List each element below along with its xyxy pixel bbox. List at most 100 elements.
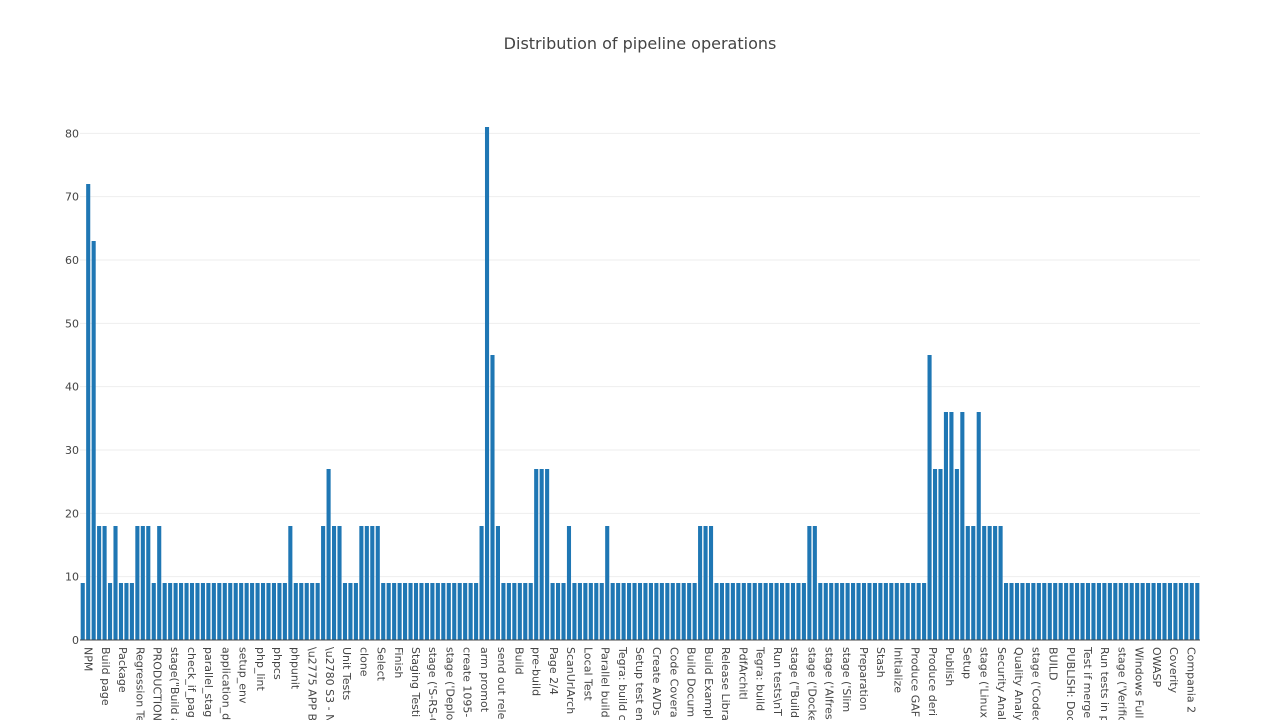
bar — [1167, 583, 1172, 640]
bar — [162, 583, 167, 640]
bar — [883, 583, 888, 640]
bar — [572, 583, 577, 640]
bar — [851, 583, 856, 640]
x-tick-label: Compania 2 — [1184, 647, 1197, 713]
bar — [708, 526, 714, 640]
bar — [1025, 583, 1030, 640]
x-tick-label: application_d — [220, 647, 233, 720]
bar — [954, 469, 959, 640]
x-tick-label: stage ('Verific — [1116, 647, 1129, 720]
bar — [763, 583, 768, 640]
bar — [108, 583, 113, 640]
bar — [861, 583, 867, 640]
bar — [807, 526, 812, 640]
bar — [140, 526, 145, 640]
y-tick-label: 0 — [72, 634, 79, 647]
bar — [1178, 583, 1183, 640]
bar — [359, 526, 364, 640]
x-tick-label: Initialize — [892, 647, 905, 693]
bar — [484, 127, 490, 640]
x-axis-tick-labels: NPM Build page Package Regression Te PRODUCT… — [82, 646, 1198, 720]
bar — [239, 583, 244, 640]
bar — [687, 583, 692, 640]
x-tick-label: Build page — [99, 647, 112, 706]
bar — [370, 526, 375, 640]
bar — [681, 583, 686, 640]
bar — [413, 583, 419, 640]
bar — [676, 583, 681, 640]
bar — [840, 583, 845, 640]
y-tick-label: 50 — [65, 317, 79, 330]
x-tick-label: Stash — [874, 647, 887, 678]
bar — [1124, 583, 1129, 640]
x-tick-label: Run tests in p — [1098, 647, 1111, 720]
x-tick-label: pre-build — [530, 647, 543, 696]
bar — [135, 526, 140, 640]
bar — [965, 526, 970, 640]
bar — [228, 583, 233, 640]
bar — [610, 583, 615, 640]
x-tick-label: Setup test en — [633, 647, 646, 720]
bar — [271, 583, 276, 640]
bar — [528, 583, 533, 640]
x-tick-label: OWASP — [1150, 647, 1163, 687]
bar — [976, 412, 981, 640]
x-tick-label: Build Exampl — [702, 647, 715, 719]
x-tick-label: stage ('S-RS-C — [426, 647, 439, 720]
bar — [233, 583, 238, 640]
bar — [654, 583, 659, 640]
bar — [381, 583, 386, 640]
bar — [1184, 583, 1189, 640]
bar — [479, 526, 484, 640]
bar — [337, 526, 342, 640]
bar — [1173, 583, 1178, 640]
bar — [97, 526, 102, 640]
bar — [299, 583, 304, 640]
bar — [277, 583, 282, 640]
bar — [561, 583, 566, 640]
bar — [747, 583, 752, 640]
bar — [605, 526, 610, 640]
y-tick-label: 10 — [65, 571, 79, 584]
bar — [211, 583, 216, 640]
bar — [1080, 583, 1085, 640]
bar — [632, 583, 637, 640]
bar — [730, 583, 735, 640]
bar — [790, 583, 796, 640]
bar — [659, 583, 664, 640]
x-tick-label: Page 2/4 — [547, 647, 560, 695]
bar — [539, 469, 544, 640]
x-tick-label: arm promot — [478, 647, 491, 713]
bar — [195, 583, 200, 640]
bar — [932, 469, 938, 640]
bar — [1042, 583, 1047, 640]
bar — [818, 583, 823, 640]
bar — [102, 526, 107, 640]
x-tick-label: php_lint — [254, 647, 267, 692]
x-tick-label: Setup — [960, 647, 973, 679]
bar — [1195, 583, 1200, 640]
bar — [217, 583, 222, 640]
x-tick-label: phpcs — [271, 647, 284, 680]
bar — [878, 583, 883, 640]
bar — [151, 583, 156, 640]
bar — [1118, 583, 1123, 640]
bar — [594, 583, 599, 640]
bar — [1113, 583, 1118, 640]
bar — [1146, 583, 1151, 640]
x-tick-label: Run tests\nT — [771, 647, 784, 716]
bar — [949, 412, 954, 640]
y-axis-tick-labels: 0 10 20 30 40 50 60 70 80 — [65, 127, 79, 647]
bar — [501, 583, 506, 640]
bar — [1064, 583, 1069, 640]
bar — [184, 583, 189, 640]
bar — [741, 583, 746, 640]
bar — [621, 583, 626, 640]
bar — [408, 583, 413, 640]
bar — [435, 583, 440, 640]
bar — [250, 583, 255, 640]
bar — [244, 583, 249, 640]
bar — [1107, 583, 1112, 640]
bar — [118, 583, 124, 640]
